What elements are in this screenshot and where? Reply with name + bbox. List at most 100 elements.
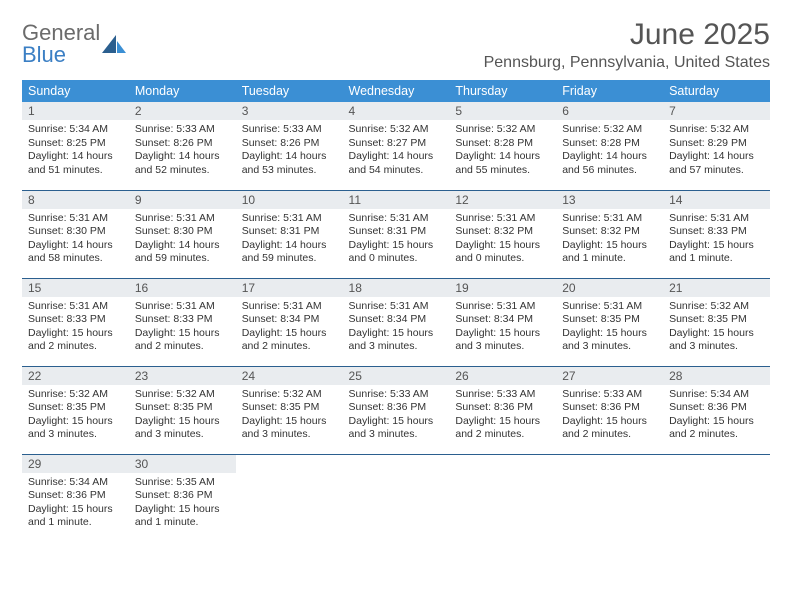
day-number: 1	[22, 102, 129, 120]
daylight-line: Daylight: 15 hours and 3 minutes.	[242, 415, 337, 442]
month-title: June 2025	[484, 18, 770, 52]
sunset-line: Sunset: 8:36 PM	[28, 489, 123, 503]
calendar-row: 15Sunrise: 5:31 AMSunset: 8:33 PMDayligh…	[22, 278, 770, 366]
sunset-line: Sunset: 8:34 PM	[242, 313, 337, 327]
day-body: Sunrise: 5:31 AMSunset: 8:34 PMDaylight:…	[343, 297, 450, 359]
sunrise-line: Sunrise: 5:32 AM	[669, 123, 764, 137]
calendar-cell: 7Sunrise: 5:32 AMSunset: 8:29 PMDaylight…	[663, 102, 770, 190]
weekday-header: Friday	[556, 80, 663, 102]
title-block: June 2025 Pennsburg, Pennsylvania, Unite…	[484, 18, 770, 72]
daylight-line: Daylight: 15 hours and 0 minutes.	[349, 239, 444, 266]
daylight-line: Daylight: 15 hours and 1 minute.	[135, 503, 230, 530]
day-body: Sunrise: 5:31 AMSunset: 8:32 PMDaylight:…	[449, 209, 556, 271]
sunset-line: Sunset: 8:35 PM	[135, 401, 230, 415]
day-number: 27	[556, 367, 663, 385]
sunrise-line: Sunrise: 5:32 AM	[349, 123, 444, 137]
sunrise-line: Sunrise: 5:33 AM	[349, 388, 444, 402]
sunrise-line: Sunrise: 5:31 AM	[562, 300, 657, 314]
sunset-line: Sunset: 8:26 PM	[242, 137, 337, 151]
day-number: 4	[343, 102, 450, 120]
weekday-header: Saturday	[663, 80, 770, 102]
sail-icon	[102, 35, 128, 57]
day-number: 8	[22, 191, 129, 209]
calendar-cell: 9Sunrise: 5:31 AMSunset: 8:30 PMDaylight…	[129, 190, 236, 278]
page-header: General Blue June 2025 Pennsburg, Pennsy…	[22, 18, 770, 72]
sunset-line: Sunset: 8:29 PM	[669, 137, 764, 151]
day-body: Sunrise: 5:31 AMSunset: 8:31 PMDaylight:…	[236, 209, 343, 271]
daylight-line: Daylight: 14 hours and 53 minutes.	[242, 150, 337, 177]
sunrise-line: Sunrise: 5:33 AM	[135, 123, 230, 137]
sunset-line: Sunset: 8:32 PM	[455, 225, 550, 239]
day-body: Sunrise: 5:32 AMSunset: 8:35 PMDaylight:…	[129, 385, 236, 447]
sunset-line: Sunset: 8:36 PM	[669, 401, 764, 415]
calendar-cell	[449, 454, 556, 542]
sunrise-line: Sunrise: 5:31 AM	[28, 300, 123, 314]
sunset-line: Sunset: 8:36 PM	[349, 401, 444, 415]
sunset-line: Sunset: 8:33 PM	[135, 313, 230, 327]
calendar-cell: 24Sunrise: 5:32 AMSunset: 8:35 PMDayligh…	[236, 366, 343, 454]
calendar-cell: 22Sunrise: 5:32 AMSunset: 8:35 PMDayligh…	[22, 366, 129, 454]
sunset-line: Sunset: 8:31 PM	[242, 225, 337, 239]
day-body: Sunrise: 5:33 AMSunset: 8:26 PMDaylight:…	[129, 120, 236, 182]
sunrise-line: Sunrise: 5:34 AM	[28, 123, 123, 137]
day-number: 9	[129, 191, 236, 209]
sunrise-line: Sunrise: 5:34 AM	[28, 476, 123, 490]
calendar-row: 1 Sunrise: 5:34 AMSunset: 8:25 PM Daylight…	[22, 102, 770, 190]
day-body: Sunrise: 5:34 AMSunset: 8:36 PMDaylight:…	[22, 473, 129, 535]
day-body: Sunrise: 5:31 AMSunset: 8:33 PMDaylight:…	[663, 209, 770, 271]
daylight-line: Daylight: 15 hours and 3 minutes.	[669, 327, 764, 354]
calendar-cell: 18Sunrise: 5:31 AMSunset: 8:34 PMDayligh…	[343, 278, 450, 366]
sunrise-line: Sunrise: 5:31 AM	[349, 212, 444, 226]
sunset-line: Sunset: 8:25 PM	[28, 137, 123, 151]
weekday-header: Thursday	[449, 80, 556, 102]
sunrise-line: Sunrise: 5:31 AM	[135, 300, 230, 314]
sunset-line: Sunset: 8:28 PM	[455, 137, 550, 151]
day-number: 19	[449, 279, 556, 297]
logo-word-2: Blue	[22, 44, 100, 66]
calendar-table: SundayMondayTuesdayWednesdayThursdayFrid…	[22, 80, 770, 542]
calendar-cell: 19Sunrise: 5:31 AMSunset: 8:34 PMDayligh…	[449, 278, 556, 366]
day-body: Sunrise: 5:31 AMSunset: 8:33 PMDaylight:…	[22, 297, 129, 359]
day-number: 24	[236, 367, 343, 385]
calendar-cell: 2Sunrise: 5:33 AMSunset: 8:26 PMDaylight…	[129, 102, 236, 190]
calendar-row: 29Sunrise: 5:34 AMSunset: 8:36 PMDayligh…	[22, 454, 770, 542]
day-number: 17	[236, 279, 343, 297]
sunrise-line: Sunrise: 5:32 AM	[562, 123, 657, 137]
daylight-line: Daylight: 15 hours and 3 minutes.	[135, 415, 230, 442]
day-body: Sunrise: 5:32 AMSunset: 8:28 PMDaylight:…	[556, 120, 663, 182]
day-body: Sunrise: 5:33 AMSunset: 8:36 PMDaylight:…	[556, 385, 663, 447]
sunrise-line: Sunrise: 5:35 AM	[135, 476, 230, 490]
day-number: 21	[663, 279, 770, 297]
daylight-line: Daylight: 15 hours and 3 minutes.	[349, 327, 444, 354]
daylight-line: Daylight: 14 hours and 52 minutes.	[135, 150, 230, 177]
daylight-line: Daylight: 15 hours and 2 minutes.	[455, 415, 550, 442]
sunrise-line: Sunrise: 5:32 AM	[455, 123, 550, 137]
calendar-cell: 10Sunrise: 5:31 AMSunset: 8:31 PMDayligh…	[236, 190, 343, 278]
day-number: 30	[129, 455, 236, 473]
day-number: 28	[663, 367, 770, 385]
sunrise-line: Sunrise: 5:34 AM	[669, 388, 764, 402]
daylight-line: Daylight: 15 hours and 0 minutes.	[455, 239, 550, 266]
sunrise-line: Sunrise: 5:31 AM	[669, 212, 764, 226]
calendar-row: 8Sunrise: 5:31 AMSunset: 8:30 PMDaylight…	[22, 190, 770, 278]
daylight-line: Daylight: 14 hours and 59 minutes.	[135, 239, 230, 266]
sunrise-line: Sunrise: 5:31 AM	[242, 212, 337, 226]
day-body: Sunrise: 5:31 AMSunset: 8:33 PMDaylight:…	[129, 297, 236, 359]
day-number: 3	[236, 102, 343, 120]
calendar-cell	[663, 454, 770, 542]
sunrise-line: Sunrise: 5:33 AM	[242, 123, 337, 137]
day-number: 5	[449, 102, 556, 120]
sunset-line: Sunset: 8:28 PM	[562, 137, 657, 151]
daylight-line: Daylight: 15 hours and 3 minutes.	[562, 327, 657, 354]
daylight-line: Daylight: 15 hours and 2 minutes.	[562, 415, 657, 442]
day-body: Sunrise: 5:32 AMSunset: 8:35 PMDaylight:…	[236, 385, 343, 447]
day-body: Sunrise: 5:32 AMSunset: 8:29 PMDaylight:…	[663, 120, 770, 182]
calendar-row: 22Sunrise: 5:32 AMSunset: 8:35 PMDayligh…	[22, 366, 770, 454]
sunset-line: Sunset: 8:32 PM	[562, 225, 657, 239]
calendar-cell: 16Sunrise: 5:31 AMSunset: 8:33 PMDayligh…	[129, 278, 236, 366]
day-body: Sunrise: 5:31 AMSunset: 8:32 PMDaylight:…	[556, 209, 663, 271]
sunset-line: Sunset: 8:35 PM	[242, 401, 337, 415]
logo: General Blue	[22, 22, 128, 66]
day-body: Sunrise: 5:31 AMSunset: 8:31 PMDaylight:…	[343, 209, 450, 271]
day-number: 18	[343, 279, 450, 297]
